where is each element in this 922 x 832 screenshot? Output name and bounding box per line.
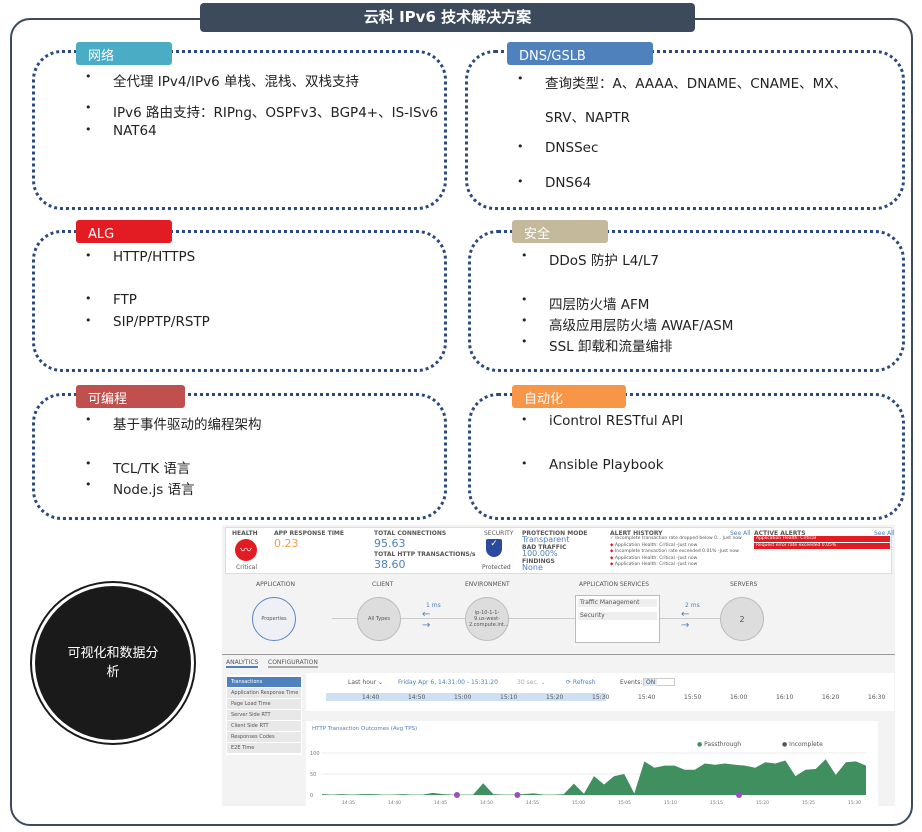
bullet-item: 高级应用层防火墙 AWAF/ASM	[521, 314, 733, 334]
bullet-item: DNS64	[517, 175, 591, 191]
event-marker[interactable]	[514, 792, 521, 798]
analytics-menu-item[interactable]: Client Side RTT	[227, 721, 301, 731]
x-tick-label: 14:45	[434, 800, 447, 806]
refresh-button[interactable]: ⟳ Refresh	[566, 679, 596, 686]
x-tick-label: 15:15	[710, 800, 723, 806]
bullet-item: 四层防火墙 AFM	[521, 293, 650, 313]
environment-node[interactable]: ip-10-1-1-9.us-west-2.compute.int...	[465, 597, 509, 641]
analytics-dashboard-screenshot: HEALTH 〰 Critical APP RESPONSE TIME 0.23…	[222, 525, 895, 806]
tab-analytics[interactable]: ANALYTICS	[226, 659, 259, 668]
section-box	[32, 230, 447, 372]
active-alerts-see-all[interactable]: See All	[874, 530, 895, 537]
event-marker[interactable]	[736, 792, 743, 798]
properties-node[interactable]: Properties	[252, 597, 296, 641]
timeline-tick: 16:20	[822, 694, 840, 701]
analytics-menu-item[interactable]: Responses Codes	[227, 732, 301, 742]
timeline-tick: 15:40	[638, 694, 656, 701]
legend-passthrough: ● Passthrough	[697, 741, 742, 748]
range-dropdown[interactable]: Last hour ⌄	[348, 679, 384, 686]
timeline-tick: 15:00	[454, 694, 472, 701]
bullet-item: Ansible Playbook	[521, 457, 663, 473]
alert-history-item: ◆ Application Health: Critical -Just now	[610, 542, 698, 548]
section-tag: ALG	[76, 220, 172, 243]
x-tick-label: 15:00	[572, 800, 585, 806]
timeline-tick: 14:50	[408, 694, 426, 701]
timeline-tick: 15:20	[546, 694, 564, 701]
bullet-item: 基于事件驱动的编程架构	[85, 413, 261, 433]
bullet-item: TCL/TK 语言	[85, 457, 190, 477]
timeline-tick: 14:40	[362, 694, 380, 701]
timeline-tick: 15:30	[592, 694, 610, 701]
bullet-item: SRV、NAPTR	[545, 110, 631, 126]
events-toggle[interactable]: ON	[643, 678, 675, 686]
section-box	[468, 230, 905, 372]
section-box	[32, 393, 447, 520]
legend-incomplete: ● Incomplete	[782, 741, 823, 748]
bullet-item: IPv6 路由支持：RIPng、OSPFv3、BGP4+、IS-ISv6	[85, 101, 438, 121]
bullet-item: HTTP/HTTPS	[85, 249, 195, 265]
y-tick-label: 50	[310, 772, 316, 778]
analytics-menu-item[interactable]: Application Response Time	[227, 688, 301, 698]
shield-check-icon: ✓	[486, 539, 502, 557]
section-box	[465, 50, 905, 210]
section-tag: 安全	[512, 220, 608, 243]
client-node[interactable]: All Types	[357, 597, 401, 641]
section-tag: DNS/GSLB	[507, 42, 653, 65]
alert-history-item: ◆ Application Health: Critical -Just now	[610, 555, 698, 561]
x-tick-label: 15:10	[664, 800, 677, 806]
y-tick-label: 0	[310, 793, 313, 799]
x-tick-label: 15:20	[756, 800, 769, 806]
y-tick-label: 100	[310, 751, 320, 757]
timeline-tick: 16:30	[868, 694, 886, 701]
x-tick-label: 15:30	[848, 800, 861, 806]
analytics-menu-item[interactable]: Page Load Time	[227, 699, 301, 709]
slide-title: 云科 IPv6 技术解决方案	[200, 3, 695, 32]
analytics-menu-item[interactable]: E2E Time	[227, 743, 301, 753]
alert-history-see-all[interactable]: See All	[730, 530, 751, 537]
timeline-tick: 15:50	[684, 694, 702, 701]
x-tick-label: 15:25	[802, 800, 815, 806]
transaction-area-chart: 0 50 100 14:35 14:40 14:45 14:50 14:55 15:00 15:0…	[310, 751, 866, 806]
bullet-item: NAT64	[85, 123, 157, 139]
bullet-item: SSL 卸载和流量编排	[521, 335, 673, 355]
event-marker[interactable]	[453, 792, 460, 798]
bullet-item: DDoS 防护 L4/L7	[521, 249, 659, 269]
section-tag: 自动化	[512, 385, 626, 408]
bullet-item: Node.js 语言	[85, 478, 194, 498]
timeline-tick: 15:10	[500, 694, 518, 701]
section-tag: 网络	[76, 42, 172, 65]
timeline-tick: 16:10	[776, 694, 794, 701]
tab-configuration[interactable]: CONFIGURATION	[268, 659, 318, 668]
bullet-item: iControl RESTful API	[521, 413, 683, 429]
section-tag: 可编程	[76, 385, 185, 408]
alert-history-item: ✓ Incomplete transaction rate dropped be…	[610, 536, 742, 541]
x-tick-label: 14:55	[526, 800, 539, 806]
bullet-item: SIP/PPTP/RSTP	[85, 314, 210, 330]
bullet-item: 查询类型：A、AAAA、DNAME、CNAME、MX、	[517, 72, 847, 92]
bullet-item: DNSSec	[517, 140, 599, 156]
passthrough-area	[322, 759, 866, 795]
section-box	[468, 393, 905, 520]
section-box	[32, 50, 447, 210]
alert-history-item: ◆ Incomplete transaction rate exceeded 0…	[610, 549, 739, 554]
alert-history-item: ◆ Application Health: Critical -Just now	[610, 562, 698, 567]
analytics-menu-item[interactable]: Server Side RTT	[227, 710, 301, 720]
x-tick-label: 14:40	[388, 800, 401, 806]
bullet-item: 全代理 IPv4/IPv6 单栈、混栈、双栈支持	[85, 70, 359, 90]
x-tick-label: 15:05	[618, 800, 631, 806]
interval-dropdown[interactable]: 30 sec. ⌄	[517, 679, 546, 686]
servers-node[interactable]: 2	[720, 597, 764, 641]
visualization-badge: 可视化和数据分析	[32, 583, 194, 743]
x-tick-label: 14:35	[342, 800, 355, 806]
timeline-tick: 16:00	[730, 694, 748, 701]
health-critical-icon: 〰	[235, 539, 257, 561]
x-tick-label: 14:50	[480, 800, 493, 806]
analytics-menu-item[interactable]: Transactions	[227, 677, 301, 687]
bullet-item: FTP	[85, 292, 137, 308]
